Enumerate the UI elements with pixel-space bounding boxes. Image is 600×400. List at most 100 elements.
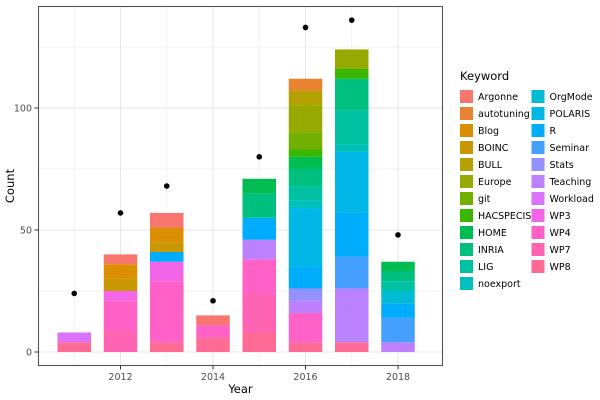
legend-label-POLARIS: POLARIS (550, 109, 591, 120)
legend-swatch-WP4 (531, 226, 545, 239)
bar-segment-WP8 (196, 337, 230, 352)
bar-segment-Teaching (288, 300, 323, 313)
legend-label-HOME: HOME (478, 228, 507, 239)
bar-segment-Teaching (335, 288, 369, 343)
legend-swatch-OrgMode (531, 90, 545, 103)
panel-border (37, 5, 444, 367)
bar-segment-Teaching (242, 239, 276, 260)
legend-label-git: git (478, 194, 491, 205)
y-axis-title: Count (3, 168, 17, 203)
legend-label-WP7: WP7 (550, 245, 571, 256)
legend-swatch-POLARIS (531, 107, 545, 120)
bar-segment-INRIA (335, 78, 369, 111)
bar-segment-BOINC (150, 242, 184, 252)
bar-segment-HOME (242, 178, 276, 194)
bar-segment-INRIA (381, 271, 415, 282)
bar-segment-WP8 (288, 342, 323, 352)
legend-label-R: R (550, 126, 557, 137)
bar-segment-HOME (381, 261, 415, 272)
legend-title: Keyword (460, 69, 509, 83)
legend-label-Argonne: Argonne (478, 92, 518, 103)
data-point (395, 232, 401, 238)
bar-segment-INRIA (242, 193, 276, 218)
legend-label-Workload: Workload (550, 194, 594, 205)
legend-swatch-Workload (531, 192, 545, 205)
legend-label-autotuning: autotuning (478, 109, 530, 120)
bar-segment-Stats (288, 288, 323, 301)
bar-segment-autotuning (288, 78, 323, 91)
legend-label-WP8: WP8 (550, 262, 571, 273)
x-tick-label: 2018 (386, 372, 410, 383)
bar-segment-WP8 (335, 342, 369, 352)
legend-label-noexport: noexport (478, 279, 521, 290)
y-tick-label: 50 (20, 225, 32, 236)
bar-segment-WP4 (242, 259, 276, 294)
bar-segment-POLARIS (288, 208, 323, 267)
bar-segment-INRIA (288, 169, 323, 187)
bar-segment-POLARIS (335, 151, 369, 213)
bar-segment-R (335, 212, 369, 257)
data-point (348, 17, 355, 23)
bar-segment-HACSPECIS (335, 68, 369, 79)
bar-segment-Europe (335, 49, 369, 69)
legend-label-BOINC: BOINC (478, 143, 509, 154)
data-point (256, 154, 263, 160)
legend-swatch-noexport (460, 277, 473, 290)
bar-segment-HOME (288, 156, 323, 169)
bar-segment-R (288, 266, 323, 289)
bar-segment-LIG (381, 281, 415, 291)
bar-segment-BOINC (103, 278, 138, 291)
bar-segment-WP3 (150, 261, 184, 282)
legend-label-Stats: Stats (550, 160, 574, 171)
bar-segment-Blog (103, 264, 138, 279)
legend-label-INRIA: INRIA (478, 245, 504, 256)
legend-swatch-WP7 (531, 243, 545, 256)
x-axis-title: Year (227, 382, 253, 396)
bar-segment-Argonne (103, 254, 138, 265)
legend-label-Teaching: Teaching (549, 177, 592, 188)
bar-segment-WP7 (103, 330, 138, 352)
data-point (302, 24, 309, 31)
data-point (117, 210, 124, 216)
bar-segment-R (242, 217, 276, 240)
legend-label-HACSPECIS: HACSPECIS (478, 211, 531, 222)
bar-segment-WP4 (150, 281, 184, 343)
bar-segment-WP8 (242, 332, 276, 352)
bar-segment-Blog (150, 227, 184, 243)
bar-segment-Europe (288, 105, 323, 133)
bar-segment-R (381, 303, 415, 318)
legend-swatch-WP8 (531, 260, 545, 273)
bar-segment-noexport (288, 200, 323, 209)
y-tick-label: 100 (14, 103, 32, 114)
bar-segment-Seminar (335, 256, 369, 289)
legend-swatch-R (531, 124, 545, 137)
legend-label-OrgMode: OrgMode (550, 92, 593, 103)
legend-label-LIG: LIG (478, 262, 493, 273)
legend-swatch-Blog (460, 124, 473, 137)
legend-swatch-WP3 (531, 209, 545, 222)
legend-label-WP4: WP4 (550, 228, 571, 239)
bar-segment-Argonne (196, 315, 230, 326)
bar-segment-Seminar (381, 317, 415, 343)
bar-segment-Teaching (381, 342, 415, 352)
data-point (71, 290, 78, 297)
legend-label-Europe: Europe (478, 177, 512, 188)
bar-segment-git (288, 132, 323, 150)
bar-segment-WP4 (288, 312, 323, 343)
data-point (163, 183, 170, 189)
legend-swatch-git (460, 192, 473, 205)
bar-segment-Argonne (150, 212, 184, 228)
legend-swatch-Argonne (460, 90, 473, 103)
bar-segment-WP8 (57, 342, 91, 352)
legend-swatch-INRIA (460, 243, 473, 256)
legend-swatch-Seminar (531, 141, 545, 154)
bar-segment-WP7 (242, 293, 276, 333)
legend-label-Blog: Blog (478, 126, 499, 137)
bar-segment-WP8 (150, 342, 184, 352)
x-tick-label: 2014 (201, 372, 225, 383)
legend-label-Seminar: Seminar (550, 143, 590, 154)
legend-label-BULL: BULL (478, 160, 503, 171)
legend-swatch-Stats (531, 158, 545, 171)
legend-swatch-Europe (460, 175, 473, 188)
